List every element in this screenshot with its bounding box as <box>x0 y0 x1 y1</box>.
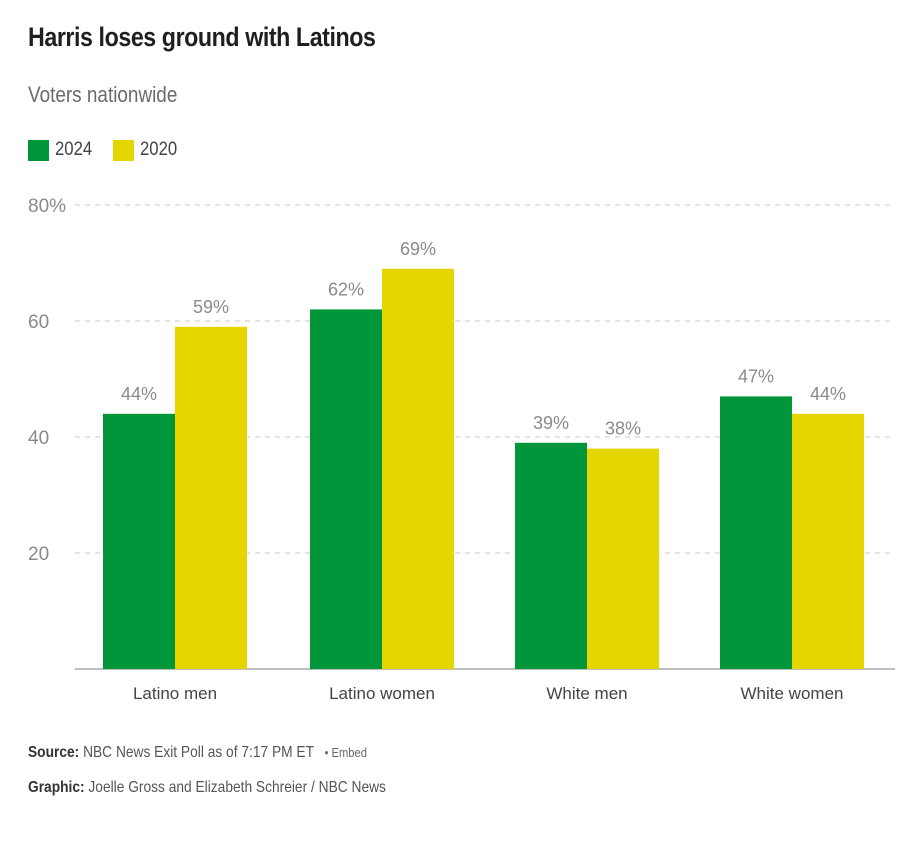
x-tick-label: Latino men <box>133 684 217 703</box>
bar-2024-3 <box>720 396 792 669</box>
data-label: 47% <box>738 366 774 386</box>
bar-2020-3 <box>792 413 864 669</box>
data-label: 44% <box>810 384 846 404</box>
data-label: 44% <box>121 384 157 404</box>
legend-item-2024: 2024 <box>28 139 97 161</box>
x-tick-label: Latino women <box>329 684 435 703</box>
y-tick-label: 20 <box>28 544 49 565</box>
embed-link[interactable]: • Embed <box>324 745 367 760</box>
bar-chart: 20 40 60 80% 44% 59% Latino men 62% 69% Latino wo… <box>28 196 895 703</box>
legend-label-2024: 2024 <box>55 139 93 160</box>
source-label: Source: <box>28 744 80 761</box>
bar-2024-2 <box>515 442 587 669</box>
chart-subtitle: Voters nationwide <box>28 82 178 107</box>
data-label: 62% <box>328 279 364 299</box>
data-label: 59% <box>193 297 229 317</box>
bar-2020-0 <box>175 326 247 669</box>
y-tick-label: 60 <box>28 312 49 333</box>
data-label: 69% <box>400 239 436 259</box>
bar-2024-0 <box>103 413 175 669</box>
source-text: NBC News Exit Poll as of 7:17 PM ET <box>83 744 314 761</box>
bar-2024-1 <box>310 309 382 669</box>
data-label: 38% <box>605 419 641 439</box>
graphic-credit-text: Joelle Gross and Elizabeth Schreier / NB… <box>88 779 386 796</box>
bar-2020-1 <box>382 268 454 669</box>
graphic-credit-line: Graphic: Joelle Gross and Elizabeth Schr… <box>28 779 386 797</box>
legend-swatch-2020 <box>113 139 135 161</box>
x-tick-label: White women <box>741 684 844 703</box>
y-tick-label: 80% <box>28 196 66 217</box>
legend-label-2020: 2020 <box>140 139 178 160</box>
legend: 2024 2020 <box>28 139 199 161</box>
bar-2020-2 <box>587 448 659 669</box>
graphic-label: Graphic: <box>28 779 85 796</box>
chart-title: Harris loses ground with Latinos <box>28 22 376 52</box>
source-line: Source: NBC News Exit Poll as of 7:17 PM… <box>28 744 367 762</box>
legend-swatch-2024 <box>28 139 49 161</box>
y-tick-label: 40 <box>28 428 49 449</box>
data-label: 39% <box>533 413 569 433</box>
x-tick-label: White men <box>546 684 627 703</box>
legend-item-2020: 2020 <box>113 139 182 161</box>
